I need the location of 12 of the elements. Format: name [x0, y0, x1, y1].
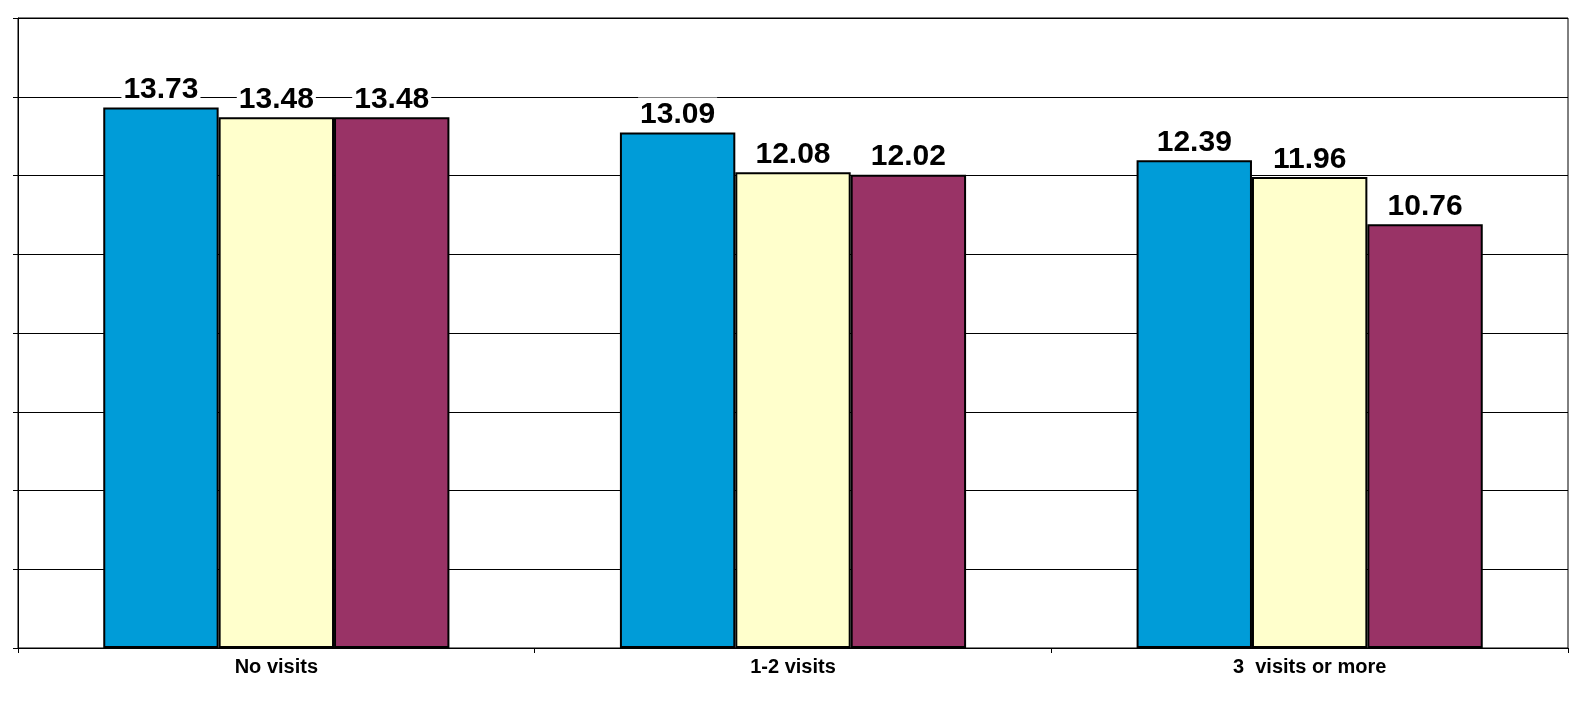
data-label: 10.76 [1387, 187, 1463, 221]
data-label: 13.48 [238, 80, 314, 114]
data-label: 11.96 [1272, 140, 1347, 174]
data-label: 12.02 [870, 138, 946, 172]
data-label: 13.09 [640, 96, 716, 130]
data-label: 13.48 [354, 80, 430, 114]
data-label: 12.08 [755, 135, 831, 169]
x-tick-label: 3 visits or more [1232, 655, 1387, 677]
data-label: 13.73 [123, 70, 199, 104]
data-label: 12.39 [1156, 123, 1232, 157]
x-tick-label: No visits [234, 655, 319, 677]
x-tick-label: 1-2 visits [750, 655, 836, 677]
